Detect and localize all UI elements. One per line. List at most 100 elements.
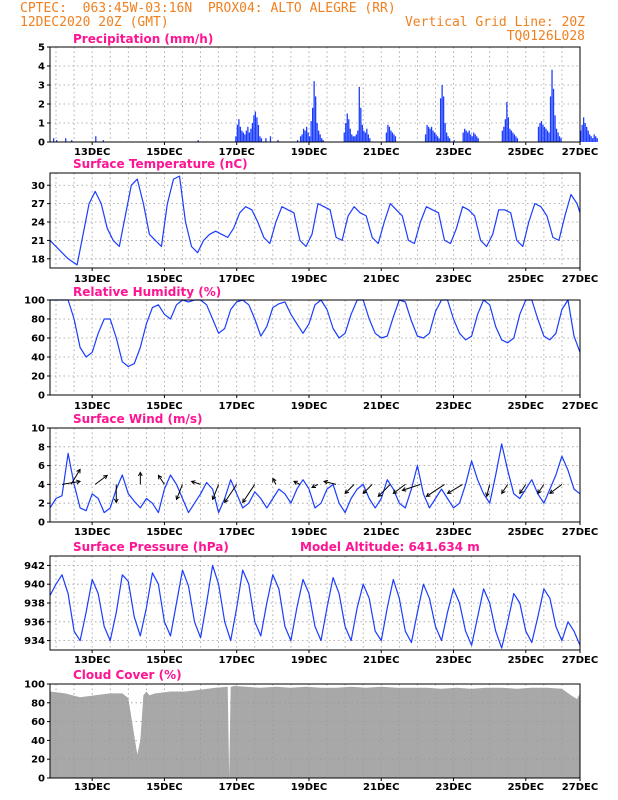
panel-frame [49, 683, 581, 779]
wind-arrow [501, 484, 509, 494]
precip-bar [65, 138, 67, 142]
precip-bar [442, 96, 445, 142]
wind-arrow-head [190, 480, 196, 485]
precip-bar [427, 126, 430, 142]
pressure-panel: 934 936 938 940 942 13DEC 15DEC 17DEC 19DEC 21DEC… [24, 540, 598, 666]
x-tick-label: 19DEC [291, 401, 327, 412]
wind-arrow [224, 484, 238, 503]
y-tick-label: 100 [24, 680, 45, 691]
precip-bar [354, 136, 356, 142]
x-tick-label: 17DEC [219, 401, 255, 412]
panel-frame [49, 299, 581, 396]
precip-bar [242, 132, 245, 142]
wind-arrow-head [549, 489, 554, 495]
temperature-line [49, 175, 581, 266]
x-tick-label: 19DEC [291, 274, 327, 285]
x-tick-label: 21DEC [363, 274, 399, 285]
precip-bar [436, 136, 439, 142]
precip-bar [349, 128, 351, 142]
y-tick-label: 1 [38, 119, 45, 130]
wind-arrow-head [501, 489, 506, 495]
header-run-date: 12DEC2020 20Z (GMT) [20, 15, 169, 30]
precip-bar [537, 126, 540, 142]
wind-arrow-head [242, 498, 247, 504]
precip-bar [560, 138, 562, 142]
precip-bar [308, 136, 311, 142]
x-tick-label: 17DEC [219, 782, 255, 793]
precip-bar [581, 124, 583, 142]
precip-bar [549, 96, 552, 142]
precip-bar [348, 119, 350, 142]
precip-bar [302, 128, 305, 142]
precip-bar [251, 123, 254, 142]
precip-bar [316, 123, 318, 142]
y-tick-label: 18 [31, 254, 45, 265]
precip-bar [53, 138, 55, 142]
y-tick-label: 20 [31, 372, 45, 383]
precip-bar [321, 138, 323, 142]
humidity-title: Relative Humidity (%) [73, 285, 221, 299]
precip-bar [449, 138, 451, 142]
humidity-line [50, 299, 581, 368]
precip-bar [444, 123, 446, 142]
precip-bar [71, 140, 73, 142]
wind-arrow-head [76, 468, 81, 474]
y-tick-label: 0 [38, 774, 45, 785]
x-tick-label: 17DEC [219, 655, 255, 666]
y-tick-label: 0 [38, 391, 45, 402]
wind-arrow-head [344, 489, 350, 495]
precip-bar [343, 132, 345, 142]
precip-bar [506, 102, 508, 142]
y-tick-label: 60 [31, 334, 45, 345]
x-tick-label: 25DEC [508, 401, 544, 412]
wind-arrow-head [485, 492, 490, 498]
wind-arrow [426, 483, 445, 497]
precip-bar [596, 138, 598, 142]
precip-bar [247, 126, 249, 142]
precip-bar [429, 128, 431, 142]
precip-panel: 0 1 2 3 4 5 13DEC 15DEC 17DEC 19DEC 21DEC 23DEC 25DE… [38, 32, 598, 158]
panel-frame [49, 172, 581, 269]
wind-arrow-head [103, 474, 109, 480]
precip-bar [355, 134, 357, 142]
precip-bar [516, 138, 519, 142]
precip-bar [307, 132, 309, 142]
precip-bar [345, 123, 347, 142]
precip-bar [369, 138, 371, 142]
wind-arrow [344, 484, 355, 494]
precip-bar [357, 130, 359, 142]
precip-bar [473, 132, 475, 142]
y-tick-label: 3 [38, 81, 45, 92]
x-tick-label: 25DEC [508, 655, 544, 666]
precip-bar [510, 130, 513, 142]
precip-bar [254, 111, 257, 142]
precip-bar [351, 134, 353, 142]
wind-arrow [311, 483, 319, 488]
x-tick-label: 15DEC [146, 655, 182, 666]
precip-bar [470, 134, 472, 142]
x-tick-label: 23DEC [435, 655, 471, 666]
precip-bar [552, 88, 555, 142]
precip-bar [548, 132, 550, 142]
wind-arrow-head [311, 483, 317, 489]
precip-bar [580, 130, 582, 142]
precip-bar [587, 130, 589, 142]
wind-arrow [549, 483, 563, 494]
precip-bar [468, 130, 470, 142]
precip-bar [595, 136, 597, 142]
wind-arrow [61, 480, 81, 485]
precip-bar [445, 132, 448, 142]
header-station-line: CPTEC: 063:45W-03:16N PROX04: ALTO ALEGR… [20, 1, 396, 16]
y-tick-label: 30 [31, 181, 45, 192]
precip-bar [304, 130, 306, 142]
wind-line [49, 443, 581, 514]
x-tick-label: 23DEC [435, 147, 471, 158]
precip-bar [540, 121, 543, 142]
wind-arrow-head [392, 489, 398, 495]
precip-bar [260, 138, 263, 142]
x-tick-label: 25DEC [508, 274, 544, 285]
precip-bar [269, 136, 272, 142]
precip-bar [390, 130, 392, 142]
y-tick-label: 938 [24, 599, 45, 610]
precip-bar [471, 136, 473, 142]
